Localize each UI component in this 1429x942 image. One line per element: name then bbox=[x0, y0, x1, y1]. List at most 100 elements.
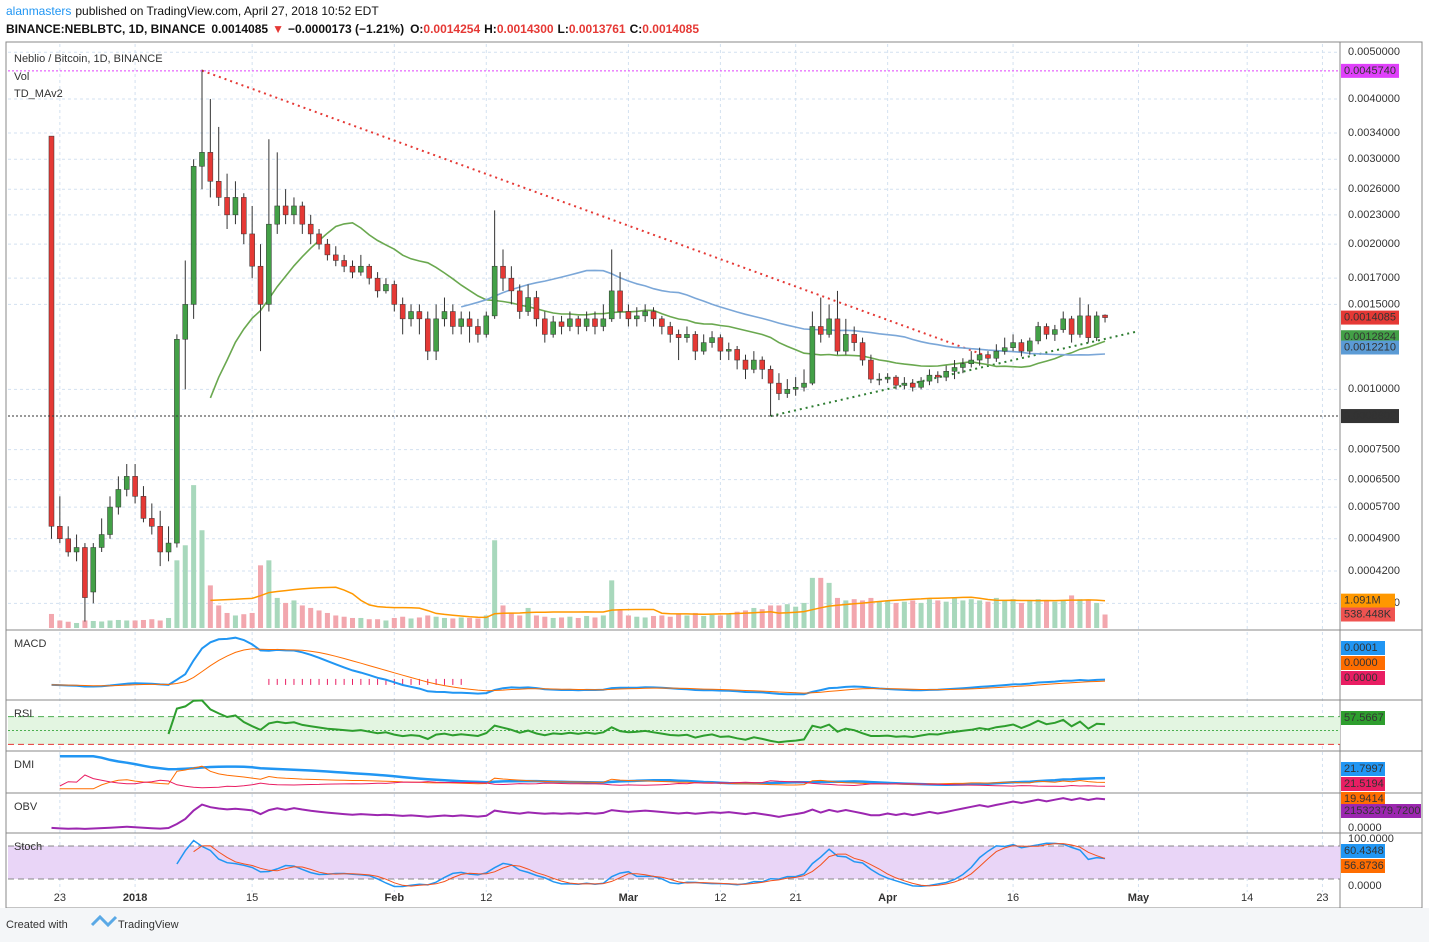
volume-bar bbox=[918, 602, 924, 628]
volume-bar bbox=[99, 621, 105, 628]
volume-bar bbox=[834, 597, 840, 628]
panel-name: MACD bbox=[14, 638, 46, 650]
volume-bar bbox=[1027, 600, 1033, 628]
candle-body bbox=[558, 321, 565, 327]
candle-body bbox=[617, 290, 623, 312]
volume-bar bbox=[299, 605, 305, 628]
panel-badge-label: 0.0000 bbox=[1344, 657, 1378, 669]
volume-bar bbox=[550, 617, 556, 628]
volume-bar bbox=[433, 616, 439, 628]
volume-bar bbox=[659, 615, 665, 628]
volume-ma bbox=[210, 586, 1106, 619]
candle-body bbox=[625, 311, 632, 320]
candle-body bbox=[491, 265, 498, 317]
candle-body bbox=[985, 354, 991, 359]
candle-body bbox=[542, 318, 548, 335]
y-tick-label: 0.0004200 bbox=[1348, 565, 1400, 577]
y-tick-label: 0.0007500 bbox=[1348, 443, 1400, 455]
candle-body bbox=[884, 376, 891, 380]
volume-bar bbox=[809, 577, 815, 628]
x-tick-label: 14 bbox=[1241, 892, 1253, 904]
candle-body bbox=[876, 378, 883, 381]
candle-body bbox=[709, 337, 715, 343]
volume-bar bbox=[182, 545, 188, 628]
c-label: C: bbox=[630, 22, 643, 36]
price-badge bbox=[1341, 310, 1399, 325]
change: −0.0000173 (−1.21%) bbox=[288, 22, 404, 36]
x-tick-label: 21 bbox=[790, 892, 802, 904]
volume-bar bbox=[851, 599, 857, 628]
candle-body bbox=[642, 311, 648, 317]
candle-body bbox=[157, 526, 163, 553]
volume-bar bbox=[207, 585, 213, 628]
volume-badge bbox=[1341, 607, 1395, 622]
publisher[interactable]: alanmasters bbox=[6, 4, 71, 18]
candle-body bbox=[73, 547, 80, 553]
candle-body bbox=[215, 181, 222, 198]
x-tick-label: Mar bbox=[619, 892, 639, 904]
volume-bar bbox=[567, 616, 573, 628]
volume-bar bbox=[400, 616, 406, 628]
volume-bar bbox=[508, 612, 514, 628]
candle-body bbox=[282, 205, 289, 216]
volume-bar bbox=[985, 601, 991, 628]
candle-body bbox=[291, 205, 297, 216]
candle-body bbox=[450, 311, 456, 327]
volume-bar bbox=[249, 612, 255, 628]
candle-body bbox=[608, 290, 615, 320]
volume-bar bbox=[266, 560, 272, 628]
panel-badge bbox=[1341, 711, 1385, 725]
volume-bar bbox=[375, 619, 381, 628]
volume-bar bbox=[742, 610, 748, 628]
footer-created: Created with bbox=[6, 919, 68, 931]
volume-bar bbox=[48, 613, 54, 628]
volume-bar bbox=[191, 485, 197, 628]
volume-bar bbox=[241, 614, 247, 628]
candle-body bbox=[859, 342, 866, 361]
candle-body bbox=[1085, 315, 1092, 338]
last: 0.0014085 bbox=[211, 22, 268, 36]
candle-body bbox=[909, 382, 916, 388]
volume-bar bbox=[416, 617, 422, 628]
candle-body bbox=[1102, 314, 1108, 318]
candle-body bbox=[57, 526, 63, 540]
volume-bar bbox=[926, 599, 932, 628]
volume-bar bbox=[943, 601, 949, 628]
candle-body bbox=[918, 380, 924, 388]
volume-bar bbox=[1035, 599, 1041, 628]
indicator-line bbox=[167, 699, 1106, 744]
candle-body bbox=[634, 315, 640, 320]
volume-bar bbox=[492, 540, 498, 628]
candle-body bbox=[600, 318, 607, 327]
volume-bar bbox=[1077, 599, 1083, 628]
candle-body bbox=[48, 135, 55, 527]
candle-body bbox=[149, 518, 155, 527]
footer-brand[interactable]: TradingView bbox=[118, 919, 179, 931]
y-tick-label: 0.0030000 bbox=[1348, 153, 1400, 165]
panel-badge-label: 0.0001 bbox=[1344, 642, 1378, 654]
volume-bar bbox=[149, 619, 155, 628]
volume-bar bbox=[768, 605, 774, 628]
x-tick-label: 12 bbox=[714, 892, 726, 904]
y-tick-label: 0.0050000 bbox=[1348, 46, 1400, 58]
candle-body bbox=[751, 359, 757, 370]
price-badge-label: 0.0008802 bbox=[1344, 410, 1396, 422]
candle-body bbox=[508, 277, 515, 292]
panel-badge-label: 21532379.7200 bbox=[1344, 805, 1420, 817]
volume-bar bbox=[258, 565, 264, 628]
candle-body bbox=[383, 284, 389, 292]
volume-bar bbox=[483, 615, 489, 628]
panel-name: DMI bbox=[14, 759, 34, 771]
volume-bar bbox=[383, 620, 389, 628]
candle-body bbox=[115, 489, 122, 508]
candle-body bbox=[266, 223, 272, 305]
volume-bar bbox=[1069, 595, 1075, 628]
candle-body bbox=[424, 318, 431, 352]
candle-body bbox=[249, 233, 255, 267]
x-tick-label: 23 bbox=[54, 892, 66, 904]
candle-body bbox=[592, 318, 598, 327]
volume-bar bbox=[216, 605, 222, 628]
y-tick-label: 0.0005700 bbox=[1348, 501, 1400, 513]
volume-bar bbox=[475, 618, 481, 628]
